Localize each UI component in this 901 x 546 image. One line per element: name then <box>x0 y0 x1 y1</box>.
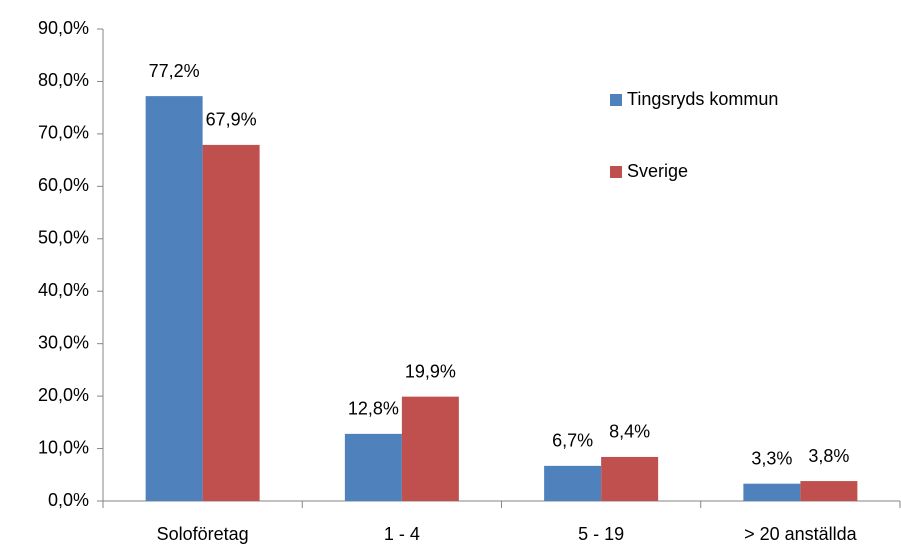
bar <box>344 433 402 501</box>
value-label: 3,3% <box>751 448 792 468</box>
bar <box>800 481 858 501</box>
y-tick-label: 50,0% <box>38 228 89 248</box>
bar <box>601 456 659 501</box>
legend-swatch <box>610 94 622 106</box>
y-tick-label: 30,0% <box>38 332 89 352</box>
y-tick-label: 60,0% <box>38 175 89 195</box>
legend-label: Sverige <box>627 161 688 181</box>
bar <box>401 396 459 501</box>
x-tick-label: 1 - 4 <box>384 524 420 544</box>
bar <box>145 96 203 501</box>
value-label: 12,8% <box>348 399 399 419</box>
value-label: 8,4% <box>609 422 650 442</box>
x-tick-label: 5 - 19 <box>578 524 624 544</box>
bar <box>544 465 602 501</box>
y-tick-label: 90,0% <box>38 18 89 38</box>
y-tick-label: 0,0% <box>48 490 89 510</box>
bar <box>202 144 260 501</box>
value-label: 3,8% <box>808 446 849 466</box>
legend-label: Tingsryds kommun <box>627 89 778 109</box>
legend-swatch <box>610 166 622 178</box>
y-tick-label: 40,0% <box>38 280 89 300</box>
y-tick-label: 10,0% <box>38 437 89 457</box>
y-tick-label: 20,0% <box>38 385 89 405</box>
y-tick-label: 80,0% <box>38 70 89 90</box>
x-tick-label: > 20 anställda <box>744 524 858 544</box>
value-label: 67,9% <box>206 110 257 130</box>
value-label: 77,2% <box>149 61 200 81</box>
x-tick-label: Soloföretag <box>157 524 249 544</box>
value-label: 19,9% <box>405 361 456 381</box>
y-tick-label: 70,0% <box>38 123 89 143</box>
bar <box>743 483 801 501</box>
value-label: 6,7% <box>552 431 593 451</box>
